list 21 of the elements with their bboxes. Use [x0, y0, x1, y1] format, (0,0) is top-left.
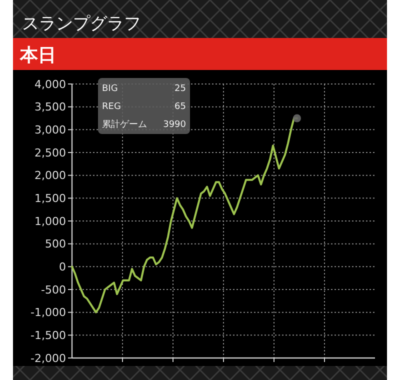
y-tick-label: -1,000: [30, 306, 66, 320]
y-tick-label: -2,000: [30, 352, 66, 365]
y-tick-label: 500: [45, 238, 66, 251]
y-tick-label: 1,500: [34, 192, 66, 206]
chart-subtitle: 本日: [19, 45, 56, 66]
annotation: 65: [174, 102, 186, 112]
annotation: BIG: [102, 84, 118, 94]
y-tick-label: 1,000: [34, 214, 66, 228]
annotation: 累計ゲーム: [102, 119, 147, 130]
y-tick-label: 2,000: [34, 169, 66, 182]
y-tick-label: 4,000: [34, 78, 66, 91]
y-tick-label: 0: [59, 260, 66, 274]
y-tick-label: 3,500: [34, 100, 66, 114]
annotation: REG: [102, 102, 121, 112]
annotation: 25: [174, 84, 186, 94]
y-tick-label: 3,000: [34, 124, 66, 137]
chart-title: スランプグラフ: [22, 14, 141, 34]
y-tick-label: -1,500: [30, 329, 66, 342]
y-tick-label: 2,500: [34, 146, 66, 160]
y-tick-label: -500: [41, 283, 66, 296]
annotation: 3990: [163, 120, 186, 130]
